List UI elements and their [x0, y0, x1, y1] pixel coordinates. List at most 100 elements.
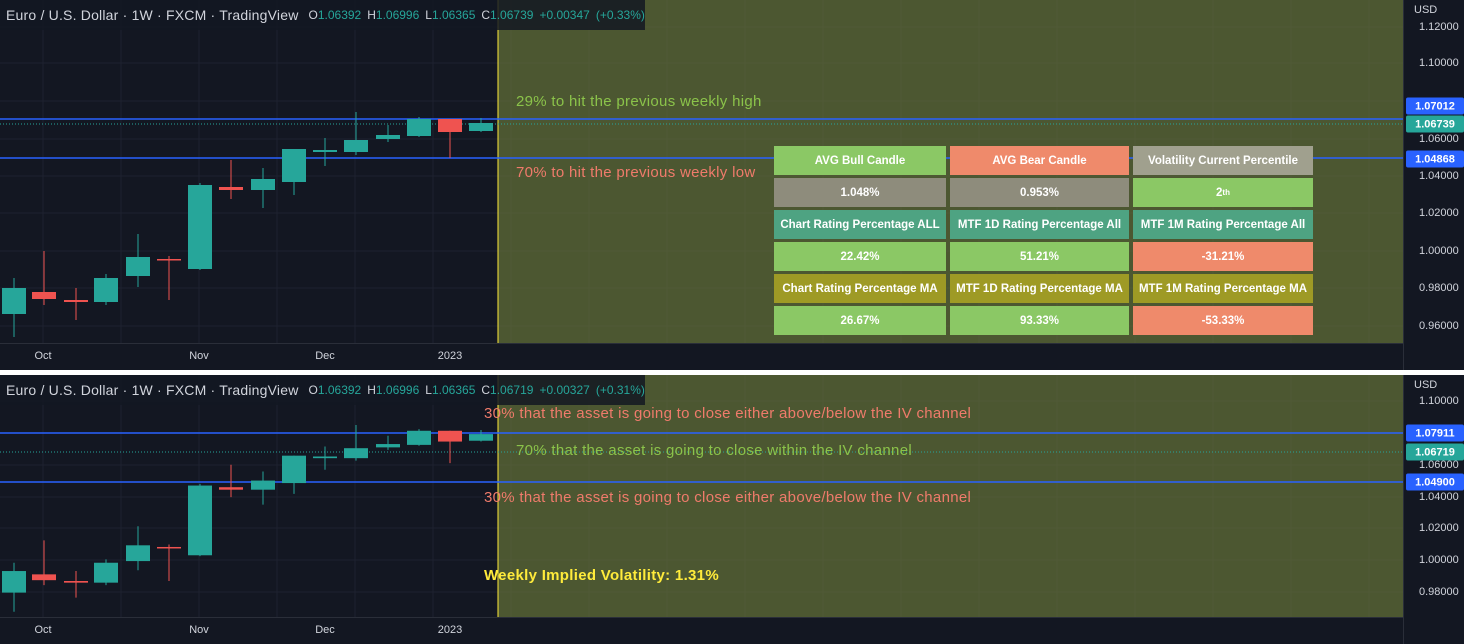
price-tick: 1.04000 [1419, 491, 1459, 503]
low-label: L [425, 8, 432, 22]
bottom-price-axis[interactable]: USD 1.10000 1.06000 1.04000 1.02000 1.00… [1403, 375, 1464, 644]
stats-cell-text: MTF 1D Rating Percentage MA [956, 282, 1123, 295]
price-tick: 0.98000 [1419, 586, 1459, 598]
bottom-chart-pane[interactable]: Euro / U.S. Dollar · 1W · FXCM · Trading… [0, 375, 1464, 644]
candle-body [313, 150, 337, 152]
stats-cell-text: Chart Rating Percentage MA [782, 282, 938, 295]
low-value: 1.06365 [431, 8, 476, 22]
stats-cell-text: MTF 1D Rating Percentage All [957, 218, 1122, 231]
pane-separator[interactable] [0, 370, 1464, 375]
top-price-axis[interactable]: USD 1.12000 1.10000 1.06000 1.04000 1.02… [1403, 0, 1464, 370]
low-label: L [425, 383, 432, 397]
stats-cell-text: 1.048% [840, 186, 880, 199]
bottom-plot-area[interactable]: Euro / U.S. Dollar · 1W · FXCM · Trading… [0, 375, 1403, 617]
high-label: H [367, 8, 376, 22]
top-symbol-title[interactable]: Euro / U.S. Dollar · 1W · FXCM · Trading… [6, 7, 299, 23]
stats-cell-text: MTF 1M Rating Percentage All [1140, 218, 1306, 231]
stats-cell: MTF 1D Rating Percentage All [950, 210, 1129, 239]
currency-unit[interactable]: USD [1414, 379, 1438, 391]
stats-cell: MTF 1M Rating Percentage MA [1133, 274, 1313, 303]
candle-body [407, 430, 431, 445]
candle-body [157, 259, 181, 261]
close-label: C [481, 383, 491, 397]
candle-body [188, 185, 212, 269]
candle-body [188, 485, 212, 556]
price-tick: 1.00000 [1419, 554, 1459, 566]
stats-cell: Chart Rating Percentage MA [774, 274, 946, 303]
price-tick: 1.12000 [1419, 21, 1459, 33]
stats-cell: Chart Rating Percentage ALL [774, 210, 946, 239]
candle-body [2, 571, 26, 593]
candle-body [376, 444, 400, 448]
iv-within-text: 70% that the asset is going to close wit… [516, 442, 912, 459]
bottom-candlestick-chart[interactable] [0, 375, 1403, 617]
top-ohlc-values: O1.06392 H1.06996 L1.06365 C1.06739 +0.0… [309, 8, 645, 22]
stats-cell: Volatility Current Percentile [1133, 146, 1313, 175]
high-label: H [367, 383, 376, 397]
stats-cell-text: 26.67% [840, 314, 880, 327]
current-price-tag: 1.06719 [1406, 443, 1464, 461]
stats-cell: -31.21% [1133, 242, 1313, 271]
candle-body [438, 119, 462, 132]
stats-cell-text: 51.21% [1019, 250, 1059, 263]
candle-body [219, 187, 243, 190]
time-label-2023: 2023 [437, 350, 463, 362]
candle-body [64, 581, 88, 583]
candle-body [251, 480, 275, 490]
high-value: 1.06996 [375, 8, 420, 22]
price-tick: 1.06000 [1419, 133, 1459, 145]
stats-cell-text: 2 [1216, 186, 1223, 199]
candle-body [344, 140, 368, 152]
candle-body [469, 123, 493, 131]
price-tick: 1.10000 [1419, 395, 1459, 407]
bottom-symbol-title[interactable]: Euro / U.S. Dollar · 1W · FXCM · Trading… [6, 382, 299, 398]
time-label-dec: Dec [315, 350, 335, 362]
price-tick: 1.06000 [1419, 459, 1459, 471]
iv-breakout-top-text: 30% that the asset is going to close eit… [484, 405, 972, 422]
change-percent: (+0.33%) [595, 8, 645, 22]
stats-cell-text: Chart Rating Percentage ALL [780, 218, 940, 231]
price-tick: 0.96000 [1419, 320, 1459, 332]
close-label: C [481, 8, 491, 22]
stats-cell: MTF 1D Rating Percentage MA [950, 274, 1129, 303]
price-tick: 1.02000 [1419, 522, 1459, 534]
open-label: O [308, 8, 318, 22]
percentile-suffix: th [1222, 188, 1230, 197]
candle-body [376, 135, 400, 139]
stats-cell: -53.33% [1133, 306, 1313, 335]
currency-unit[interactable]: USD [1414, 4, 1438, 16]
top-chart-pane[interactable]: Euro / U.S. Dollar · 1W · FXCM · Trading… [0, 0, 1464, 370]
change-value: +0.00347 [539, 8, 590, 22]
stats-cell: 26.67% [774, 306, 946, 335]
previous-low-tag: 1.04868 [1406, 150, 1464, 168]
low-probability-text: 70% to hit the previous weekly low [516, 164, 756, 181]
current-price-tag: 1.06739 [1406, 115, 1464, 133]
bottom-time-axis[interactable]: Oct Nov Dec 2023 [0, 617, 1403, 644]
stats-cell: MTF 1M Rating Percentage All [1133, 210, 1313, 239]
candle-body [219, 487, 243, 490]
iv-breakout-bottom-text: 30% that the asset is going to close eit… [484, 489, 972, 506]
price-tick: 1.04000 [1419, 170, 1459, 182]
candle-body [251, 179, 275, 190]
top-plot-area[interactable]: Euro / U.S. Dollar · 1W · FXCM · Trading… [0, 0, 1403, 343]
change-percent: (+0.31%) [595, 383, 645, 397]
price-tick: 1.10000 [1419, 57, 1459, 69]
candle-body [64, 300, 88, 302]
candle-body [126, 545, 150, 562]
stats-cell: 93.33% [950, 306, 1129, 335]
price-tick: 0.98000 [1419, 282, 1459, 294]
stats-cell-text: 93.33% [1019, 314, 1059, 327]
top-time-axis[interactable]: Oct Nov Dec 2023 [0, 343, 1403, 370]
forecast-zone [498, 375, 1403, 617]
time-label-oct: Oct [34, 624, 52, 636]
time-label-oct: Oct [34, 350, 52, 362]
stats-cell-text: Volatility Current Percentile [1148, 154, 1298, 167]
time-label-nov: Nov [189, 624, 209, 636]
stats-cell-text: 0.953% [1019, 186, 1059, 199]
candle-body [282, 455, 306, 484]
stats-cell: 1.048% [774, 178, 946, 207]
high-probability-text: 29% to hit the previous weekly high [516, 93, 762, 110]
change-value: +0.00327 [539, 383, 590, 397]
stats-cell: AVG Bull Candle [774, 146, 946, 175]
candle-body [313, 456, 337, 459]
